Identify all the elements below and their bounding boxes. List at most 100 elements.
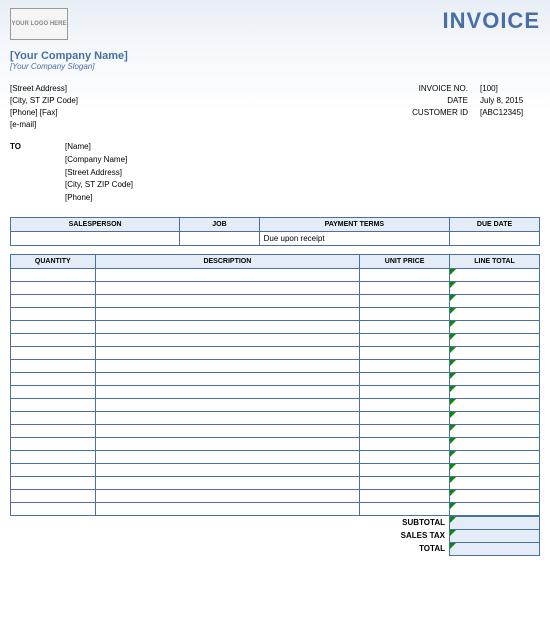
invoice-meta: INVOICE NO. [100] DATE July 8, 2015 CUST… [398, 83, 540, 131]
th-due-date: DUE DATE [450, 217, 540, 231]
cell-unit-price[interactable] [360, 346, 450, 359]
cell-description[interactable] [95, 437, 360, 450]
cell-unit-price[interactable] [360, 307, 450, 320]
cell-unit-price[interactable] [360, 489, 450, 502]
invoice-no-label: INVOICE NO. [398, 83, 468, 95]
cell-quantity[interactable] [11, 320, 96, 333]
cell-unit-price[interactable] [360, 372, 450, 385]
th-salesperson: SALESPERSON [11, 217, 180, 231]
cell-unit-price[interactable] [360, 411, 450, 424]
items-table: QUANTITY DESCRIPTION UNIT PRICE LINE TOT… [10, 254, 540, 516]
cell-quantity[interactable] [11, 294, 96, 307]
cell-description[interactable] [95, 320, 360, 333]
td-salesperson[interactable] [11, 231, 180, 245]
cell-description[interactable] [95, 268, 360, 281]
cell-unit-price[interactable] [360, 398, 450, 411]
td-payment-terms[interactable]: Due upon receipt [259, 231, 449, 245]
cell-description[interactable] [95, 346, 360, 359]
invoice-no-value: [100] [480, 83, 540, 95]
cell-description[interactable] [95, 398, 360, 411]
item-row [11, 294, 540, 307]
cell-quantity[interactable] [11, 411, 96, 424]
cell-line-total [450, 346, 540, 359]
sales-tax-value [449, 529, 539, 542]
to-city: [City, ST ZIP Code] [65, 179, 133, 192]
cell-quantity[interactable] [11, 307, 96, 320]
cell-quantity[interactable] [11, 463, 96, 476]
cell-unit-price[interactable] [360, 476, 450, 489]
cell-description[interactable] [95, 333, 360, 346]
cell-unit-price[interactable] [360, 450, 450, 463]
cell-unit-price[interactable] [360, 385, 450, 398]
item-row [11, 463, 540, 476]
company-slogan: [Your Company Slogan] [10, 62, 540, 71]
from-email: [e-mail] [10, 119, 78, 131]
cell-unit-price[interactable] [360, 333, 450, 346]
from-address: [Street Address] [City, ST ZIP Code] [Ph… [10, 83, 78, 131]
cell-quantity[interactable] [11, 268, 96, 281]
cell-line-total [450, 411, 540, 424]
item-row [11, 398, 540, 411]
td-job[interactable] [180, 231, 259, 245]
spacer [10, 516, 359, 529]
cell-quantity[interactable] [11, 359, 96, 372]
header-row: YOUR LOGO HERE INVOICE [10, 8, 540, 40]
cell-description[interactable] [95, 372, 360, 385]
cell-unit-price[interactable] [360, 281, 450, 294]
item-row [11, 346, 540, 359]
cell-unit-price[interactable] [360, 359, 450, 372]
cell-quantity[interactable] [11, 346, 96, 359]
th-job: JOB [180, 217, 259, 231]
cell-description[interactable] [95, 359, 360, 372]
cell-quantity[interactable] [11, 385, 96, 398]
cell-line-total [450, 476, 540, 489]
sales-tax-label: SALES TAX [359, 529, 449, 542]
cell-unit-price[interactable] [360, 463, 450, 476]
cell-description[interactable] [95, 476, 360, 489]
cell-quantity[interactable] [11, 333, 96, 346]
cell-line-total [450, 502, 540, 515]
cell-unit-price[interactable] [360, 502, 450, 515]
cell-quantity[interactable] [11, 372, 96, 385]
cell-line-total [450, 489, 540, 502]
total-value [449, 542, 539, 555]
spacer [10, 529, 359, 542]
cell-unit-price[interactable] [360, 268, 450, 281]
cell-line-total [450, 359, 540, 372]
cell-quantity[interactable] [11, 424, 96, 437]
cell-description[interactable] [95, 281, 360, 294]
logo-placeholder: YOUR LOGO HERE [10, 8, 68, 40]
cell-quantity[interactable] [11, 450, 96, 463]
cell-description[interactable] [95, 489, 360, 502]
cell-description[interactable] [95, 424, 360, 437]
cell-quantity[interactable] [11, 476, 96, 489]
item-row [11, 437, 540, 450]
cell-unit-price[interactable] [360, 437, 450, 450]
cell-unit-price[interactable] [360, 424, 450, 437]
to-name: [Name] [65, 141, 133, 154]
terms-table: SALESPERSON JOB PAYMENT TERMS DUE DATE D… [10, 217, 540, 246]
cell-quantity[interactable] [11, 502, 96, 515]
subtotal-label: SUBTOTAL [359, 516, 449, 529]
cell-description[interactable] [95, 411, 360, 424]
cell-description[interactable] [95, 463, 360, 476]
cell-unit-price[interactable] [360, 294, 450, 307]
cell-quantity[interactable] [11, 398, 96, 411]
cell-line-total [450, 424, 540, 437]
cell-quantity[interactable] [11, 281, 96, 294]
cell-description[interactable] [95, 450, 360, 463]
cell-unit-price[interactable] [360, 320, 450, 333]
cell-quantity[interactable] [11, 437, 96, 450]
cell-description[interactable] [95, 502, 360, 515]
cell-description[interactable] [95, 294, 360, 307]
to-street: [Street Address] [65, 167, 133, 180]
spacer [10, 542, 359, 555]
info-section: [Street Address] [City, ST ZIP Code] [Ph… [10, 83, 540, 131]
customer-id-value: [ABC12345] [480, 107, 540, 119]
cell-line-total [450, 398, 540, 411]
cell-description[interactable] [95, 307, 360, 320]
cell-quantity[interactable] [11, 489, 96, 502]
th-quantity: QUANTITY [11, 254, 96, 268]
cell-description[interactable] [95, 385, 360, 398]
td-due-date[interactable] [450, 231, 540, 245]
